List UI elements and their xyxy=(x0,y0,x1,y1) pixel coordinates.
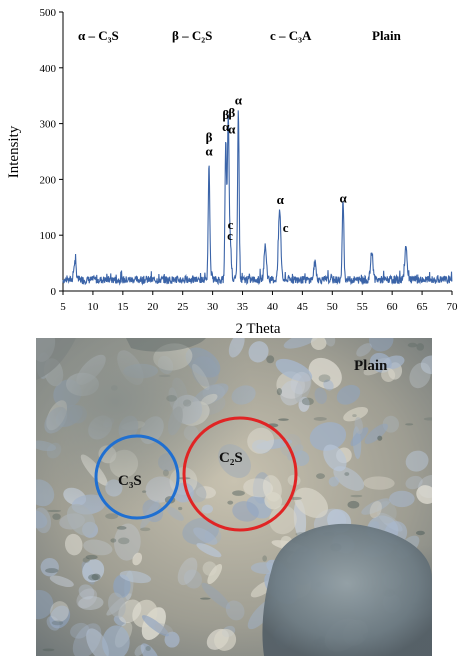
x-axis-title: 2 Theta xyxy=(235,321,280,337)
y-tick-label: 200 xyxy=(40,174,57,186)
x-tick-label: 50 xyxy=(327,301,339,313)
x-tick-label: 55 xyxy=(357,301,369,313)
x-tick-label: 5 xyxy=(60,301,66,313)
peak-annotation: α xyxy=(339,190,347,205)
xrd-trace xyxy=(62,110,453,286)
y-tick-group: 0 100 200 300 400 500 xyxy=(40,7,63,298)
y-axis-title: Intensity xyxy=(6,125,22,178)
c2s-region-circle: C₂S xyxy=(182,416,298,532)
c2s-label: C₂S xyxy=(219,450,243,466)
peak-annotation: β xyxy=(222,107,229,122)
legend-entry: c – C₃A xyxy=(270,28,312,43)
y-tick-label: 0 xyxy=(51,286,57,298)
y-tick-label: 100 xyxy=(40,230,57,242)
x-tick-label: 20 xyxy=(147,301,159,313)
peak-annotation: α xyxy=(228,122,236,137)
x-tick-label: 15 xyxy=(117,301,129,313)
legend: α – C₃S β – C₂S c – C₃A xyxy=(78,28,312,43)
y-tick-label: 400 xyxy=(40,63,57,75)
peak-annotation: c xyxy=(283,220,289,235)
peak-annotation: α xyxy=(222,119,230,134)
peak-annotation: c xyxy=(227,228,233,243)
x-tick-label: 35 xyxy=(237,301,249,313)
c3s-label: C₃S xyxy=(118,473,142,489)
y-tick-label: 500 xyxy=(40,7,57,19)
x-tick-label: 30 xyxy=(207,301,219,313)
peak-annotation: α xyxy=(205,143,213,158)
legend-entry: α – C₃S xyxy=(78,28,119,43)
micrograph-panel: C₃S C₂S Plain xyxy=(36,338,432,656)
legend-entry: β – C₂S xyxy=(172,28,212,43)
xrd-chart: 5 10 15 20 25 30 35 40 45 50 55 60 65 70 0 100 200 300 40… xyxy=(6,7,458,337)
x-tick-group: 5 10 15 20 25 30 35 40 45 50 55 60 65 70 xyxy=(60,291,458,313)
x-tick-label: 40 xyxy=(267,301,279,313)
peak-annotation: c xyxy=(228,217,234,232)
micrograph-title: Plain xyxy=(354,358,388,374)
x-tick-label: 45 xyxy=(297,301,309,313)
peak-annotation: α xyxy=(235,93,243,108)
x-tick-label: 70 xyxy=(447,301,458,313)
c3s-region-circle: C₃S xyxy=(94,434,180,520)
x-tick-label: 10 xyxy=(87,301,99,313)
xrd-chart-svg: 5 10 15 20 25 30 35 40 45 50 55 60 65 70 0 100 200 300 40… xyxy=(6,7,458,337)
peak-annotation: α xyxy=(277,192,285,207)
chart-title: Plain xyxy=(372,28,402,43)
x-tick-label: 25 xyxy=(177,301,189,313)
x-tick-label: 60 xyxy=(387,301,399,313)
x-tick-label: 65 xyxy=(417,301,429,313)
plot-area xyxy=(62,12,453,292)
peak-annotation: β xyxy=(228,105,235,120)
peak-annotation: β xyxy=(206,129,213,144)
micrograph-image: C₃S C₂S Plain xyxy=(36,338,432,656)
y-tick-label: 300 xyxy=(40,119,57,131)
